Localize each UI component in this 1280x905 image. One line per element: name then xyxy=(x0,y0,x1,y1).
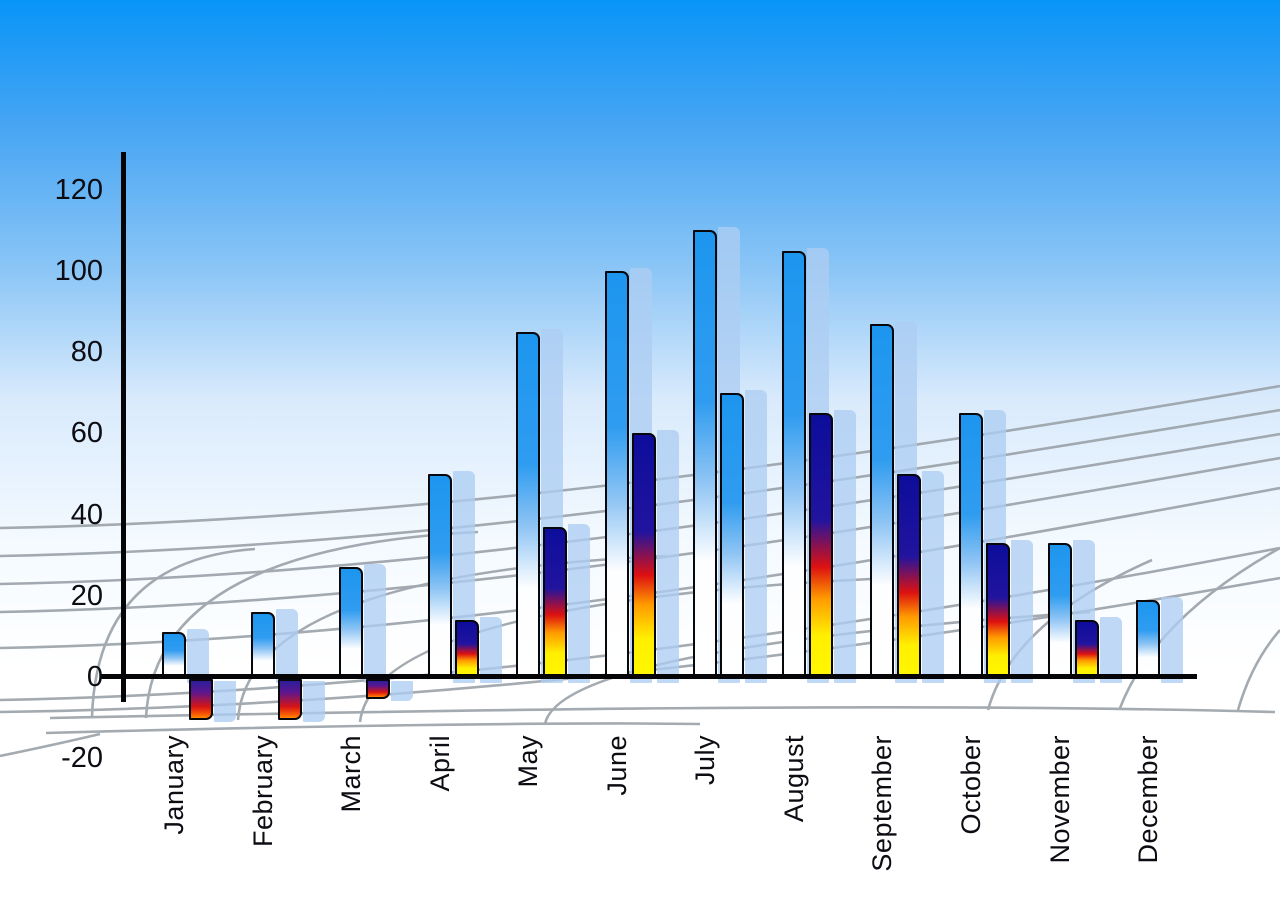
bar-secondary-January xyxy=(189,679,213,720)
shadow-secondary-August xyxy=(833,410,856,683)
bar-primary-September xyxy=(870,323,895,679)
month-label-December: December xyxy=(1133,735,1163,864)
month-label-August: August xyxy=(778,735,809,823)
shadow-secondary-March xyxy=(391,681,414,702)
bar-secondary-April xyxy=(454,620,479,679)
bar-secondary-July xyxy=(720,392,745,679)
bar-primary-March xyxy=(339,567,364,679)
shadow-primary-December xyxy=(1161,596,1183,683)
month-label-October: October xyxy=(955,735,986,835)
ytick-label--20: -20 xyxy=(61,742,103,775)
grid-arc xyxy=(986,558,1153,711)
ytick-label-40: 40 xyxy=(70,498,103,531)
shadow-secondary-June xyxy=(656,430,679,683)
month-label-May: May xyxy=(513,735,544,788)
bar-primary-December xyxy=(1136,599,1160,679)
y-axis-line xyxy=(121,152,126,702)
ytick-label-20: 20 xyxy=(70,579,103,612)
bar-primary-January xyxy=(162,632,186,679)
ytick-label-80: 80 xyxy=(70,336,103,369)
shadow-secondary-September xyxy=(922,471,945,683)
month-label-June: June xyxy=(601,735,632,796)
bar-primary-June xyxy=(604,271,629,679)
bar-secondary-August xyxy=(808,413,833,679)
ytick-label-120: 120 xyxy=(54,173,103,206)
shadow-secondary-April xyxy=(479,617,502,683)
bar-secondary-March xyxy=(366,679,391,700)
bar-primary-February xyxy=(250,612,275,679)
shadow-secondary-July xyxy=(745,389,768,683)
shadow-primary-March xyxy=(364,564,387,683)
grid-arc xyxy=(0,732,101,758)
bar-primary-April xyxy=(427,474,452,679)
month-label-July: July xyxy=(690,735,721,786)
month-label-January: January xyxy=(159,735,189,835)
shadow-secondary-January xyxy=(214,681,236,722)
shadow-secondary-February xyxy=(302,681,325,722)
bar-secondary-February xyxy=(277,679,302,720)
month-label-September: September xyxy=(867,735,898,872)
grid-arc xyxy=(1236,629,1280,711)
bar-primary-May xyxy=(516,331,541,679)
bar-primary-August xyxy=(781,250,806,679)
ytick-label-100: 100 xyxy=(54,255,103,287)
month-label-November: November xyxy=(1044,735,1075,864)
grid-arc xyxy=(543,610,1091,725)
bar-secondary-October xyxy=(985,543,1010,679)
shadow-primary-January xyxy=(187,629,209,683)
ytick-label-0: 0 xyxy=(86,661,103,693)
month-label-March: March xyxy=(336,735,367,813)
grid-arc xyxy=(90,547,256,718)
grid-line xyxy=(45,722,701,735)
shadow-primary-February xyxy=(275,609,298,683)
bar-primary-November xyxy=(1047,543,1072,679)
bar-secondary-June xyxy=(631,433,656,679)
shadow-secondary-October xyxy=(1010,540,1033,683)
bar-primary-October xyxy=(958,413,983,679)
month-label-April: April xyxy=(424,735,455,792)
month-label-February: February xyxy=(247,735,278,848)
bar-primary-July xyxy=(693,230,718,679)
x-axis-line xyxy=(100,674,1197,679)
bar-secondary-November xyxy=(1074,620,1099,679)
bar-secondary-September xyxy=(897,474,922,679)
shadow-secondary-November xyxy=(1099,617,1122,683)
shadow-secondary-May xyxy=(568,523,591,683)
ytick-label-60: 60 xyxy=(70,417,103,450)
bar-secondary-May xyxy=(543,526,568,679)
